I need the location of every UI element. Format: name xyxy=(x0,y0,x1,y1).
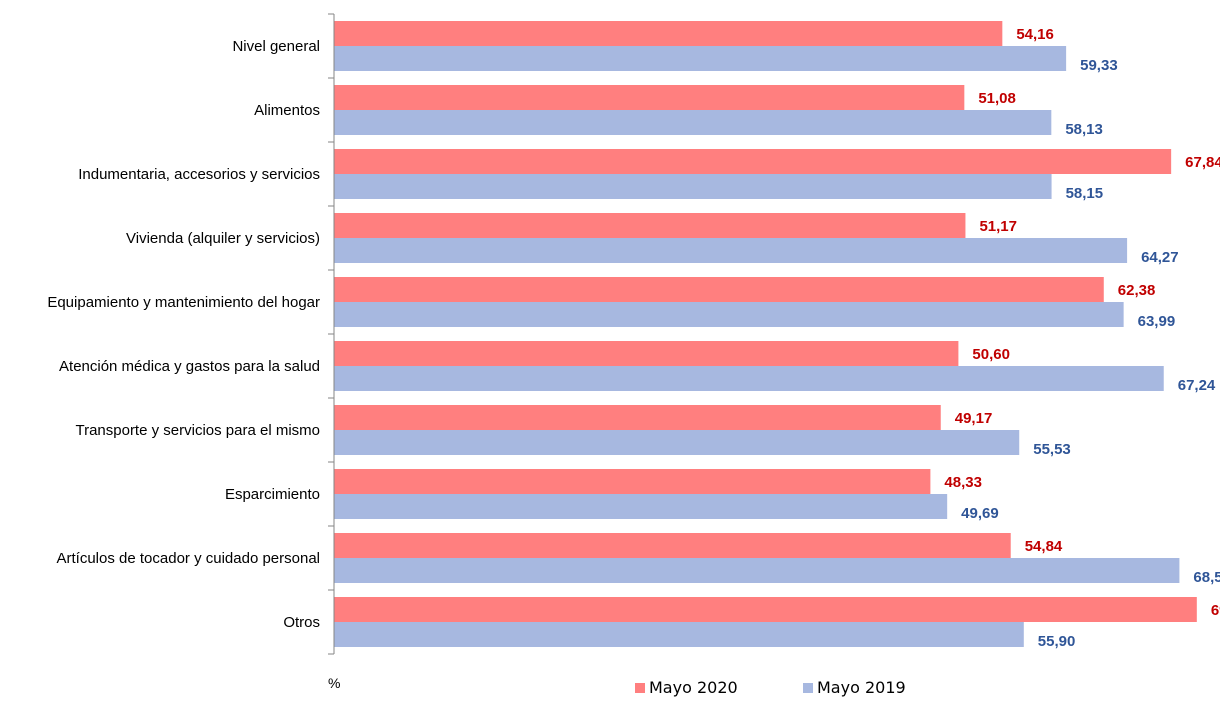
bars-layer xyxy=(334,21,1197,647)
data-label-series-1: 63,99 xyxy=(1138,313,1176,330)
data-label-series-0: 51,17 xyxy=(979,218,1017,235)
data-label-series-1: 55,53 xyxy=(1033,441,1071,458)
data-label-series-1: 58,13 xyxy=(1065,121,1103,138)
bar-series-0 xyxy=(334,405,941,430)
data-label-series-1: 68,51 xyxy=(1193,569,1220,586)
category-label: Vivienda (alquiler y servicios) xyxy=(126,230,320,247)
bar-series-0 xyxy=(334,341,959,366)
category-label: Otros xyxy=(283,614,320,631)
bar-series-1 xyxy=(334,110,1052,135)
data-label-series-0: 51,08 xyxy=(978,90,1016,107)
legend-swatch-series-0 xyxy=(635,683,645,693)
category-label: Alimentos xyxy=(254,102,320,119)
bar-series-1 xyxy=(334,46,1067,71)
legend-swatch-series-1 xyxy=(803,683,813,693)
bar-series-0 xyxy=(334,533,1011,558)
data-label-series-1: 55,90 xyxy=(1038,633,1076,650)
bar-series-1 xyxy=(334,366,1164,391)
data-label-series-0: 54,16 xyxy=(1016,26,1054,43)
data-label-series-0: 50,60 xyxy=(972,346,1010,363)
y-axis-ticks xyxy=(328,13,334,655)
category-label: Indumentaria, accesorios y servicios xyxy=(78,166,320,183)
bar-series-0 xyxy=(334,597,1197,622)
data-label-series-0: 49,17 xyxy=(955,410,993,427)
data-label-series-0: 67,84 xyxy=(1185,154,1220,171)
bar-series-0 xyxy=(334,213,966,238)
bar-series-1 xyxy=(334,238,1128,263)
category-label: Transporte y servicios para el mismo xyxy=(75,422,320,439)
bar-series-0 xyxy=(334,21,1003,46)
category-label: Equipamiento y mantenimiento del hogar xyxy=(47,294,320,311)
data-label-series-1: 67,24 xyxy=(1178,377,1216,394)
bar-series-1 xyxy=(334,302,1124,327)
bar-series-0 xyxy=(334,85,965,110)
bar-series-1 xyxy=(334,622,1024,647)
x-axis-unit-label: % xyxy=(328,675,340,691)
data-label-series-0: 62,38 xyxy=(1118,282,1156,299)
legend-label-series-0: Mayo 2020 xyxy=(649,678,738,697)
category-label: Atención médica y gastos para la salud xyxy=(59,358,320,375)
category-label: Esparcimiento xyxy=(225,486,320,503)
data-label-series-1: 59,33 xyxy=(1080,57,1118,74)
data-label-series-0: 69,92 xyxy=(1211,602,1220,619)
data-label-series-0: 54,84 xyxy=(1025,538,1063,555)
bar-series-0 xyxy=(334,277,1104,302)
data-label-series-1: 58,15 xyxy=(1066,185,1104,202)
legend: Mayo 2020 Mayo 2019 xyxy=(635,678,906,697)
bar-series-1 xyxy=(334,174,1052,199)
data-label-series-1: 49,69 xyxy=(961,505,999,522)
labels-layer: Nivel general 54,16 59,33 Alimentos 51,08 58,… xyxy=(47,26,1220,650)
data-label-series-0: 48,33 xyxy=(944,474,982,491)
bar-series-1 xyxy=(334,558,1180,583)
category-label: Nivel general xyxy=(232,38,320,55)
bar-series-1 xyxy=(334,430,1020,455)
bar-series-1 xyxy=(334,494,948,519)
category-label: Artículos de tocador y cuidado personal xyxy=(57,550,321,567)
legend-label-series-1: Mayo 2019 xyxy=(817,678,906,697)
bar-series-0 xyxy=(334,149,1172,174)
bar-series-0 xyxy=(334,469,931,494)
data-label-series-1: 64,27 xyxy=(1141,249,1179,266)
